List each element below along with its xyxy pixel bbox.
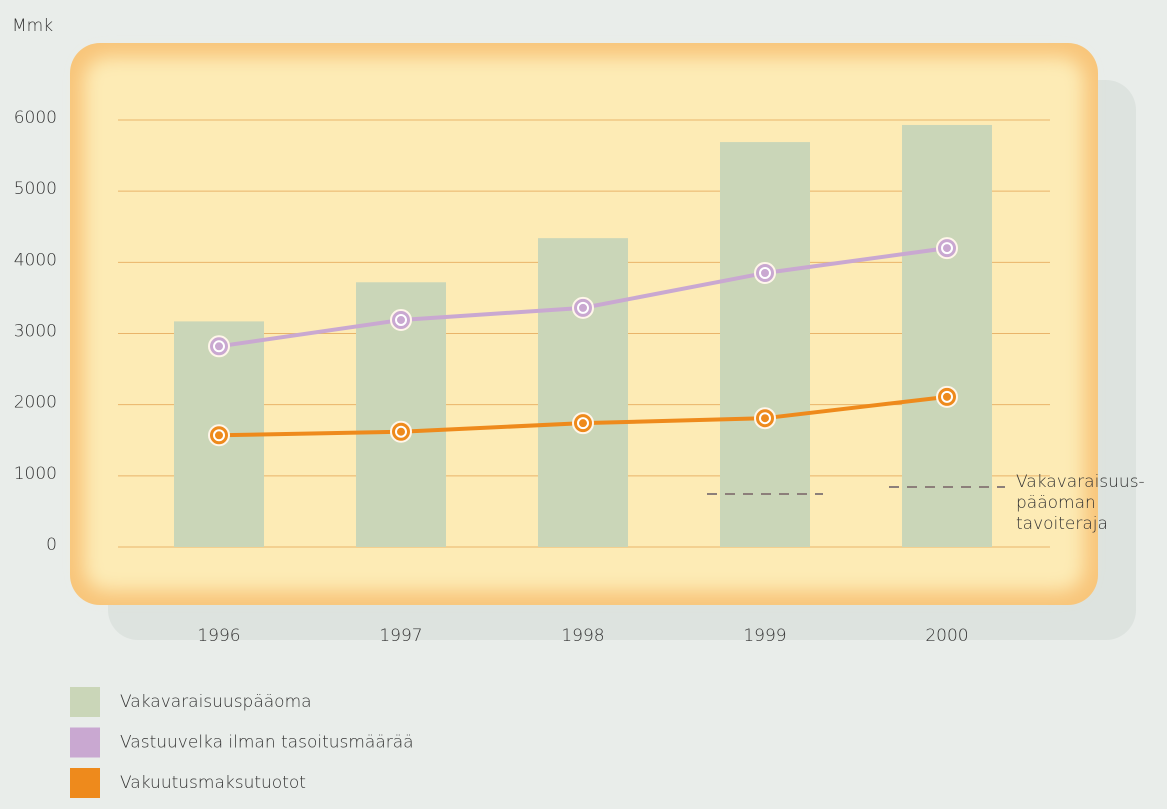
y-tick-label: 2000 [14, 393, 57, 413]
marker-center [941, 390, 953, 403]
y-tick-label: 1000 [14, 464, 57, 484]
legend-swatch [70, 727, 100, 758]
y-tick-label: 0 [46, 535, 57, 555]
bar [720, 142, 810, 548]
marker [754, 407, 776, 430]
y-axis-label: Mmk [12, 16, 53, 36]
legend-label: Vakuutusmaksutuotot [120, 773, 306, 793]
marker [572, 412, 594, 435]
marker [572, 296, 594, 319]
y-tick-label: 6000 [14, 108, 57, 128]
bar [902, 124, 992, 548]
legend-label: Vakavaraisuuspääoma [120, 692, 312, 712]
legend-label: Vastuuvelka ilman tasoitusmäärää [120, 733, 414, 753]
x-tick-label: 2000 [925, 626, 968, 646]
marker [754, 262, 776, 285]
x-tick-label: 1997 [379, 626, 422, 646]
marker-center [759, 412, 771, 425]
marker [390, 420, 412, 443]
marker [390, 308, 412, 331]
marker-center [213, 340, 225, 353]
marker-center [395, 425, 407, 438]
legend-swatch [70, 687, 100, 717]
marker [936, 237, 958, 260]
reference-label: tavoiteraja [1016, 514, 1108, 534]
y-tick-label: 4000 [14, 250, 57, 270]
x-tick-label: 1996 [197, 626, 240, 646]
legend-swatch [70, 768, 100, 798]
bar [538, 238, 628, 548]
marker-center [577, 417, 589, 430]
marker [208, 335, 230, 358]
marker-center [395, 313, 407, 326]
marker-center [213, 429, 225, 442]
marker-center [759, 267, 771, 280]
x-tick-label: 1999 [743, 626, 786, 646]
reference-label: Vakavaraisuus- [1016, 472, 1145, 492]
marker [208, 424, 230, 447]
reference-label: pääoman [1016, 493, 1096, 513]
marker-center [941, 242, 953, 255]
x-tick-label: 1998 [561, 626, 604, 646]
marker-center [577, 301, 589, 314]
y-tick-label: 5000 [14, 179, 57, 199]
marker [936, 385, 958, 408]
y-tick-label: 3000 [14, 322, 57, 342]
